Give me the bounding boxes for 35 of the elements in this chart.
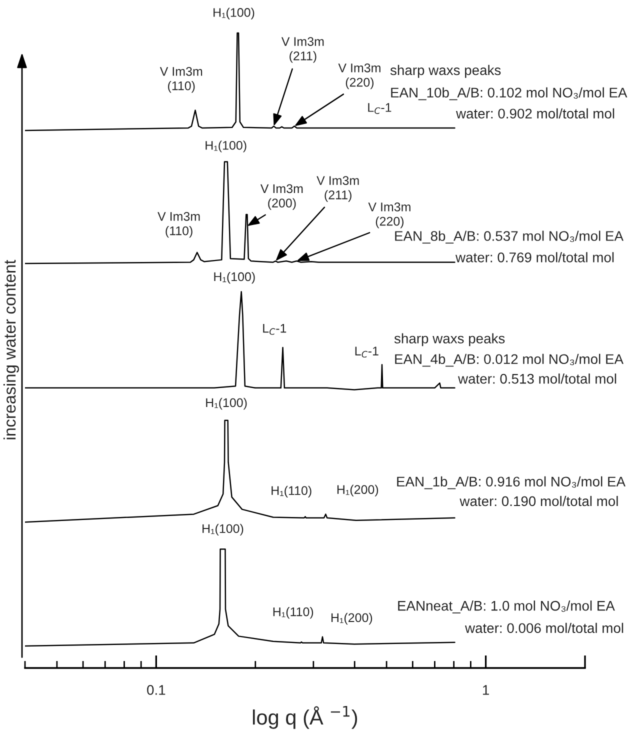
y-axis-title: increasing water content <box>3 260 19 440</box>
annotation: sharp waxs peaks <box>394 333 505 346</box>
annotation: L$_{C}$-1 <box>355 346 378 358</box>
annotation: H₁(100) <box>206 398 247 410</box>
x-axis-title: log q (Å $^{−1}$) <box>252 706 358 729</box>
annotation: EAN_8b_A/B: 0.537 mol NO₃/mol EA <box>395 230 624 244</box>
annotation: H₁(100) <box>202 524 244 536</box>
annotation: V Im3m (211) <box>281 37 324 63</box>
annotation: V Im3m (110) <box>160 67 202 93</box>
x-tick-label: 0.1 <box>147 685 166 695</box>
annotation: L$_{C}$-1 <box>263 324 286 335</box>
annotation: water: 0.190 mol/total mol <box>460 496 618 506</box>
annotation: water: 0.769 mol/total mol <box>455 252 614 262</box>
annotation: water: 0.006 mol/total mol <box>464 622 624 634</box>
annotation: H₁(100) <box>214 8 254 20</box>
annotation: V Im3m (220) <box>338 63 380 90</box>
annotation: L$_{C}$-1 <box>368 103 392 114</box>
annotation: H₁(100) <box>206 140 246 152</box>
annotation: V Im3m (200) <box>260 184 303 210</box>
annotation: H₁(100) <box>214 272 255 284</box>
annotation: V Im3m (211) <box>316 176 359 202</box>
x-tick-label: 1 <box>482 685 489 695</box>
annotation: H₁(110) <box>272 486 312 498</box>
annotation: EAN_10b_A/B: 0.102 mol NO₃/mol EA <box>391 87 628 100</box>
annotation: EANneat_A/B: 1.0 mol NO₃/mol EA <box>398 600 615 614</box>
annotation: EAN_1b_A/B: 0.916 mol NO₃/mol EA <box>397 476 626 490</box>
annotation: sharp waxs peaks <box>390 64 501 78</box>
annotation: V Im3m (110) <box>158 212 200 238</box>
annotation: water: 0.902 mol/total mol <box>456 108 614 119</box>
annotation: H₁(110) <box>273 607 314 619</box>
annotation: EAN_4b_A/B: 0.012 mol NO₃/mol EA <box>395 354 624 367</box>
annotation: water: 0.513 mol/total mol <box>458 374 616 384</box>
annotation: H₁(200) <box>331 612 372 625</box>
annotation: H₁(200) <box>337 484 378 496</box>
annotation: V Im3m (220) <box>368 202 410 228</box>
